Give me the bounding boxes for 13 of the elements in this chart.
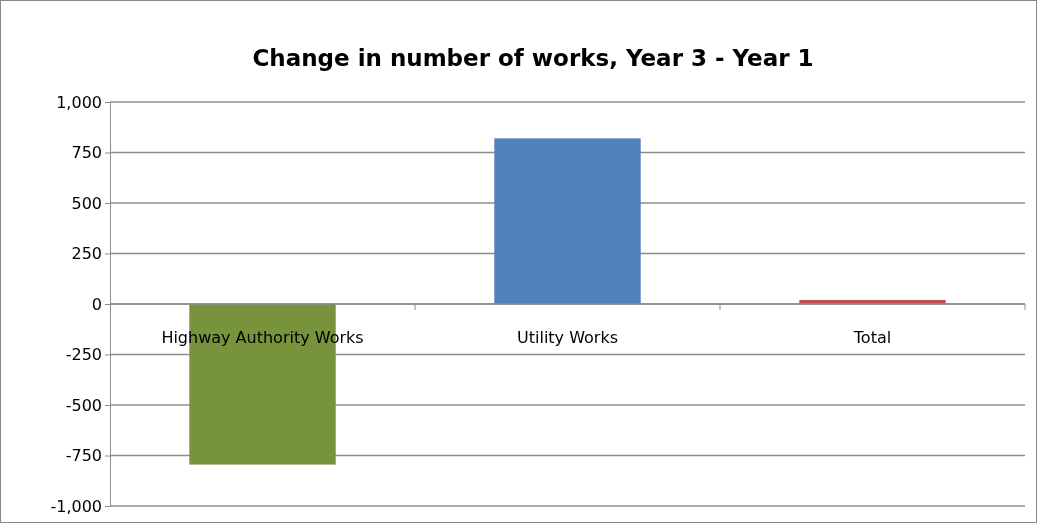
- y-tick-label: -500: [65, 395, 102, 415]
- x-tick-label: Utility Works: [517, 328, 618, 347]
- y-tick-label: 250: [71, 244, 102, 264]
- y-tick-label: 500: [71, 193, 102, 213]
- y-tick-label: 1,000: [56, 92, 102, 112]
- bar: [494, 138, 641, 304]
- y-tick-label: 750: [71, 143, 102, 163]
- y-tick-label: 0: [91, 294, 102, 314]
- y-tick-label: -250: [65, 345, 102, 365]
- y-tick-label: -750: [65, 446, 102, 466]
- y-tick-label: -1,000: [50, 496, 102, 516]
- x-tick-label: Total: [852, 328, 892, 347]
- chart-title: Change in number of works, Year 3 - Year 1: [252, 45, 814, 71]
